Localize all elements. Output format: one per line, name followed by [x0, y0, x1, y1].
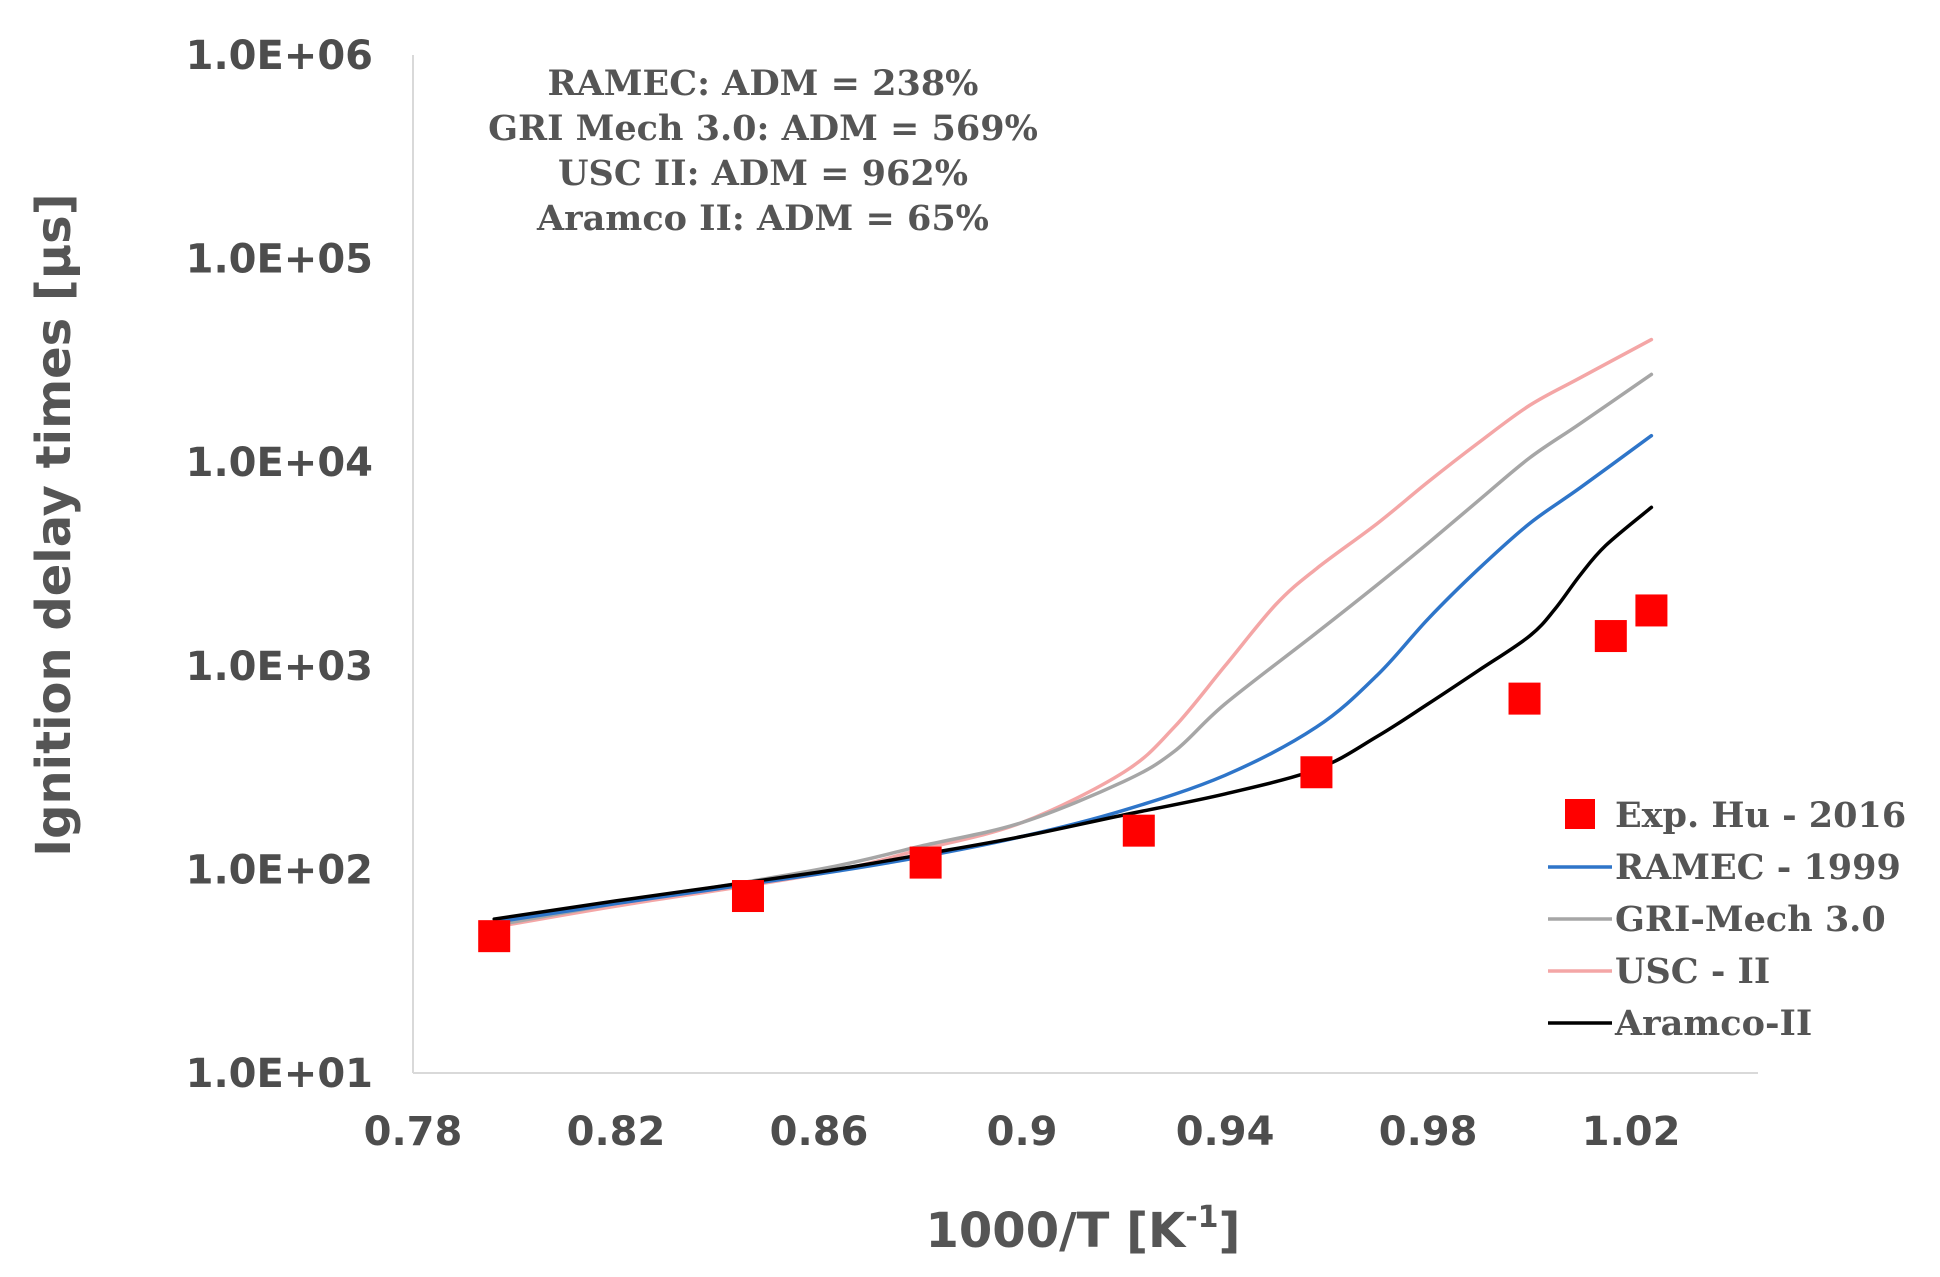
data-point-marker: [909, 846, 942, 879]
x-tick-label: 0.78: [364, 1109, 463, 1155]
x-axis-title-suffix: ]: [1219, 1203, 1241, 1259]
data-point-marker: [1594, 620, 1627, 653]
adm-annotation: GRI Mech 3.0: ADM = 569%: [488, 108, 1038, 149]
y-tick-label: 1.0E+05: [186, 237, 373, 283]
x-tick-label: 0.82: [567, 1109, 666, 1155]
x-tick-labels: 0.78 0.82 0.86 0.9 0.94 0.98 1.02: [364, 1109, 1681, 1155]
series-line-gri-mech-3-0: [492, 372, 1654, 928]
y-tick-label: 1.0E+06: [186, 33, 373, 79]
data-point-marker: [1122, 814, 1155, 847]
x-tick-label: 1.02: [1582, 1109, 1681, 1155]
series-line-ramec-1999: [492, 433, 1654, 925]
y-tick-label: 1.0E+02: [186, 847, 373, 893]
x-tick-label: 0.86: [770, 1109, 869, 1155]
legend-label: Aramco-II: [1614, 1003, 1812, 1044]
x-tick-label: 0.94: [1176, 1109, 1275, 1155]
series-line-aramco-ii: [492, 505, 1654, 921]
legend-label: USC - II: [1615, 951, 1770, 992]
adm-annotation: USC II: ADM = 962%: [558, 153, 968, 194]
legend-label: GRI-Mech 3.0: [1615, 899, 1886, 940]
x-axis-title-superscript: -1: [1185, 1200, 1218, 1235]
annotations: RAMEC: ADM = 238%GRI Mech 3.0: ADM = 569…: [488, 63, 1038, 239]
adm-annotation: Aramco II: ADM = 65%: [536, 198, 989, 239]
x-axis-title: 1000/T [K-1]: [926, 1200, 1241, 1259]
y-tick-label: 1.0E+04: [186, 440, 373, 486]
data-point-marker: [478, 920, 511, 953]
adm-annotation: RAMEC: ADM = 238%: [548, 63, 979, 104]
x-axis-title-main: 1000/T [K: [926, 1203, 1188, 1259]
y-tick-label: 1.0E+01: [186, 1051, 373, 1097]
data-point-marker: [1635, 594, 1668, 627]
axes: [412, 55, 1758, 1074]
x-tick-label: 0.9: [987, 1109, 1058, 1155]
x-tick-label: 0.98: [1379, 1109, 1478, 1155]
data-point-marker: [1300, 756, 1333, 789]
series-lines: [492, 337, 1654, 929]
y-tick-label: 1.0E+03: [186, 644, 373, 690]
legend-marker-square: [1565, 799, 1595, 829]
legend-label: RAMEC - 1999: [1615, 847, 1901, 888]
legend: Exp. Hu - 2016 RAMEC - 1999 GRI-Mech 3.0 US…: [1548, 795, 1906, 1044]
data-point-marker: [1508, 682, 1541, 715]
y-axis-title: Ignition delay times [µs]: [26, 193, 82, 856]
legend-label: Exp. Hu - 2016: [1615, 795, 1906, 836]
series-points: [478, 594, 1668, 953]
y-tick-labels: 1.0E+01 1.0E+02 1.0E+03 1.0E+04 1.0E+05 1.0E+…: [186, 33, 373, 1097]
data-point-marker: [731, 880, 764, 913]
